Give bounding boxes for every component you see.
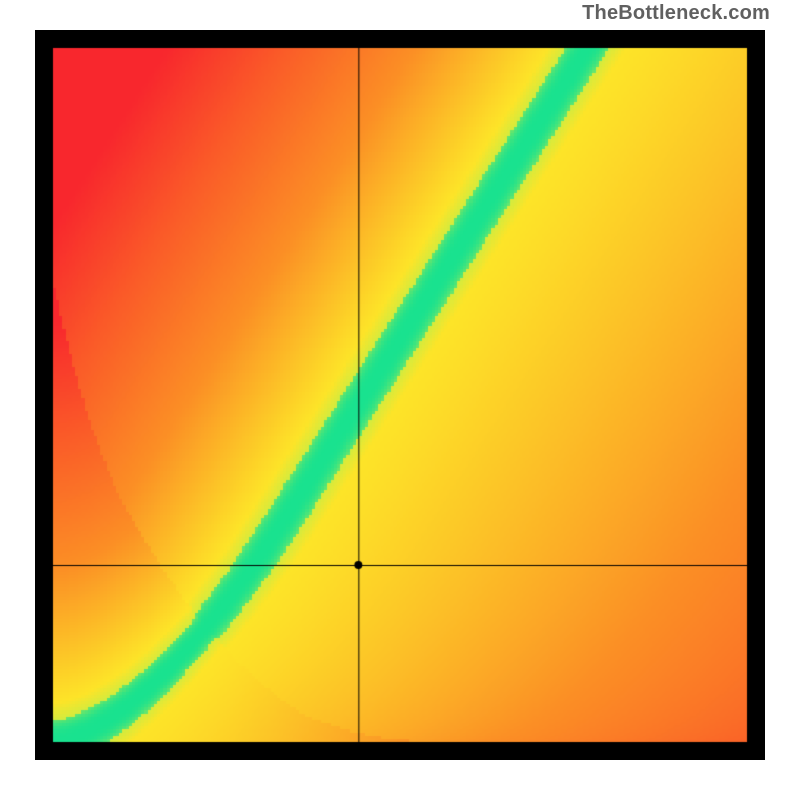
attribution-text: TheBottleneck.com (582, 2, 770, 25)
plot-area (35, 30, 765, 760)
chart-container: TheBottleneck.com (0, 0, 800, 800)
heatmap-canvas (35, 30, 765, 760)
